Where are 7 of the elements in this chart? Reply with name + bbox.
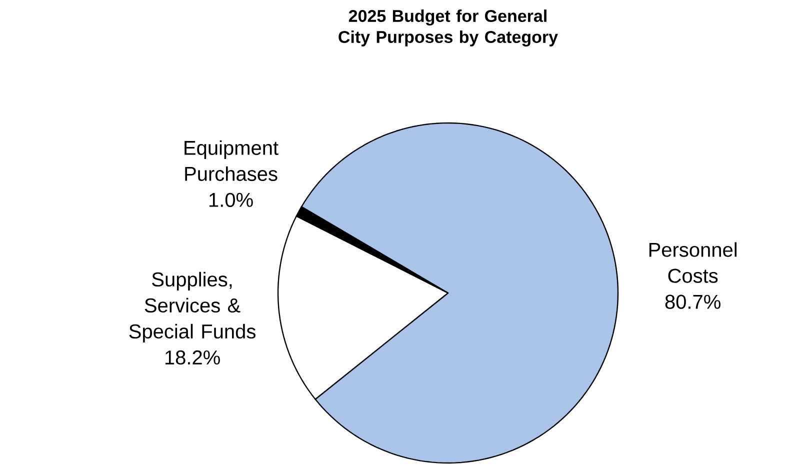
data-label: 80.7%: [665, 294, 720, 309]
slice-label: Equipment Purchases: [184, 140, 278, 181]
data-label: 18.2%: [165, 350, 220, 365]
chart-title: 2025 Budget for General City Purposes by Category: [338, 10, 558, 46]
slice-label: Supplies, Services & Special Funds: [129, 272, 256, 343]
slice-label: Personnel Costs: [649, 242, 736, 283]
data-label: 1.0%: [210, 192, 253, 207]
